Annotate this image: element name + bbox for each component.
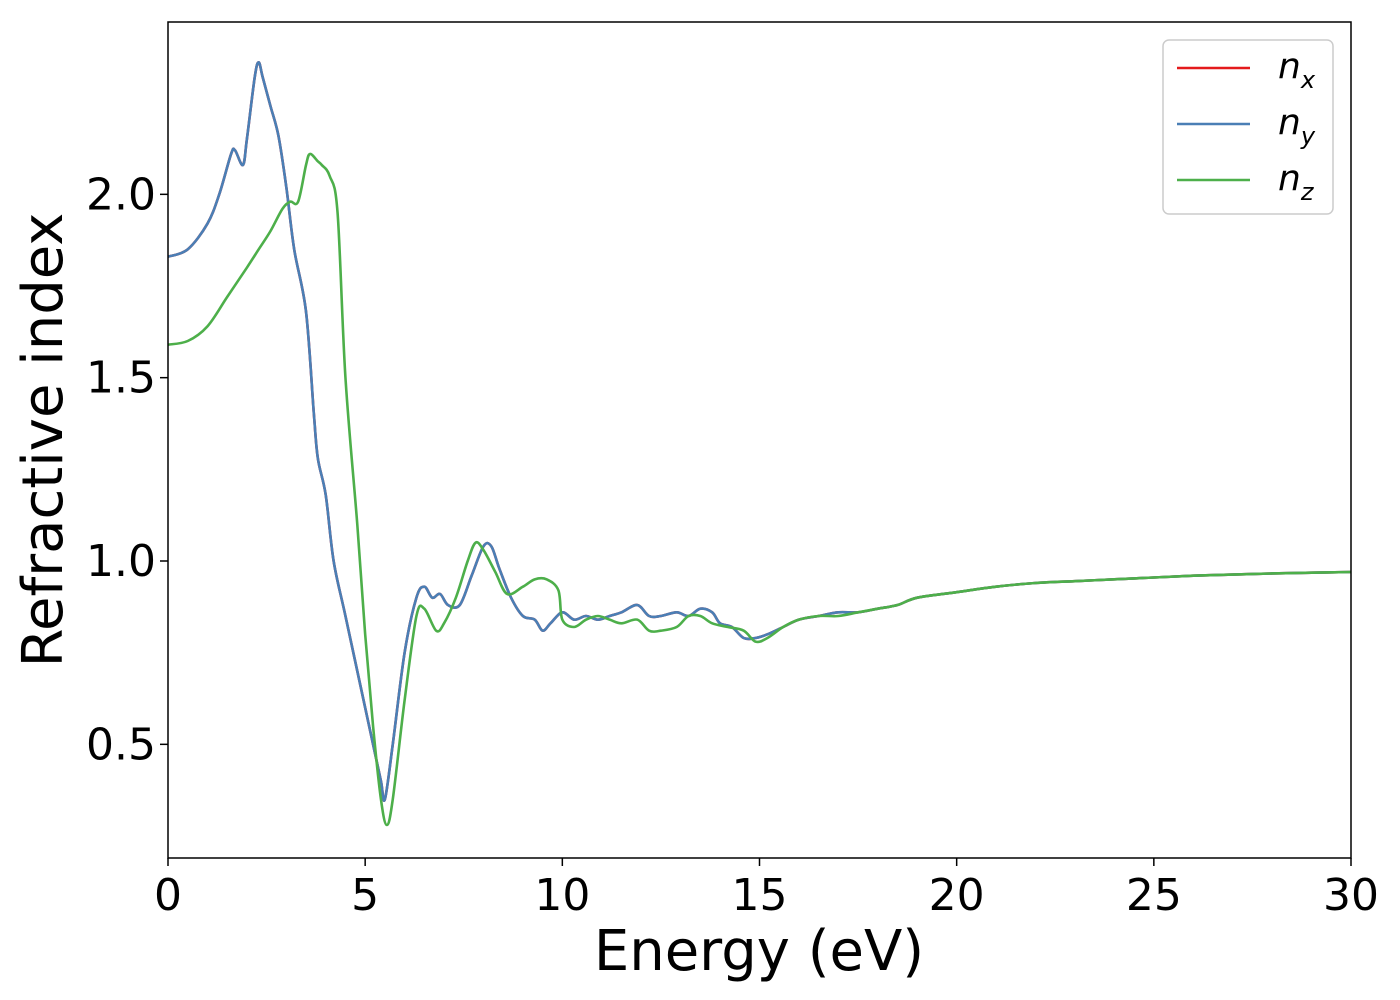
legend: nx ny nz — [1162, 39, 1334, 215]
legend-box — [1162, 39, 1334, 215]
x-tick-label: 25 — [1126, 870, 1182, 921]
legend-label-z: nz — [1278, 158, 1315, 206]
x-tick-label: 30 — [1323, 870, 1379, 921]
x-tick-label: 20 — [929, 870, 985, 921]
y-tick-label: 0.5 — [86, 719, 156, 770]
x-axis-label: Energy (eV) — [594, 919, 924, 984]
y-axis-label: Refractive index — [11, 213, 76, 668]
y-tick-label: 1.0 — [86, 536, 156, 587]
legend-label-y: ny — [1278, 102, 1316, 150]
x-tick-label: 10 — [534, 870, 590, 921]
x-tick-label: 0 — [154, 870, 182, 921]
y-tick-label: 2.0 — [86, 169, 156, 220]
x-tick-label: 15 — [732, 870, 788, 921]
y-tick-label: 1.5 — [86, 353, 156, 404]
legend-label-x: nx — [1278, 46, 1316, 94]
x-axis-ticks: 0 5 10 15 20 25 30 — [154, 858, 1379, 921]
series-lines — [167, 61, 1352, 827]
x-tick-label: 5 — [351, 870, 379, 921]
y-axis-ticks: 0.5 1.0 1.5 2.0 — [86, 169, 168, 770]
series-line-z — [167, 152, 1352, 827]
